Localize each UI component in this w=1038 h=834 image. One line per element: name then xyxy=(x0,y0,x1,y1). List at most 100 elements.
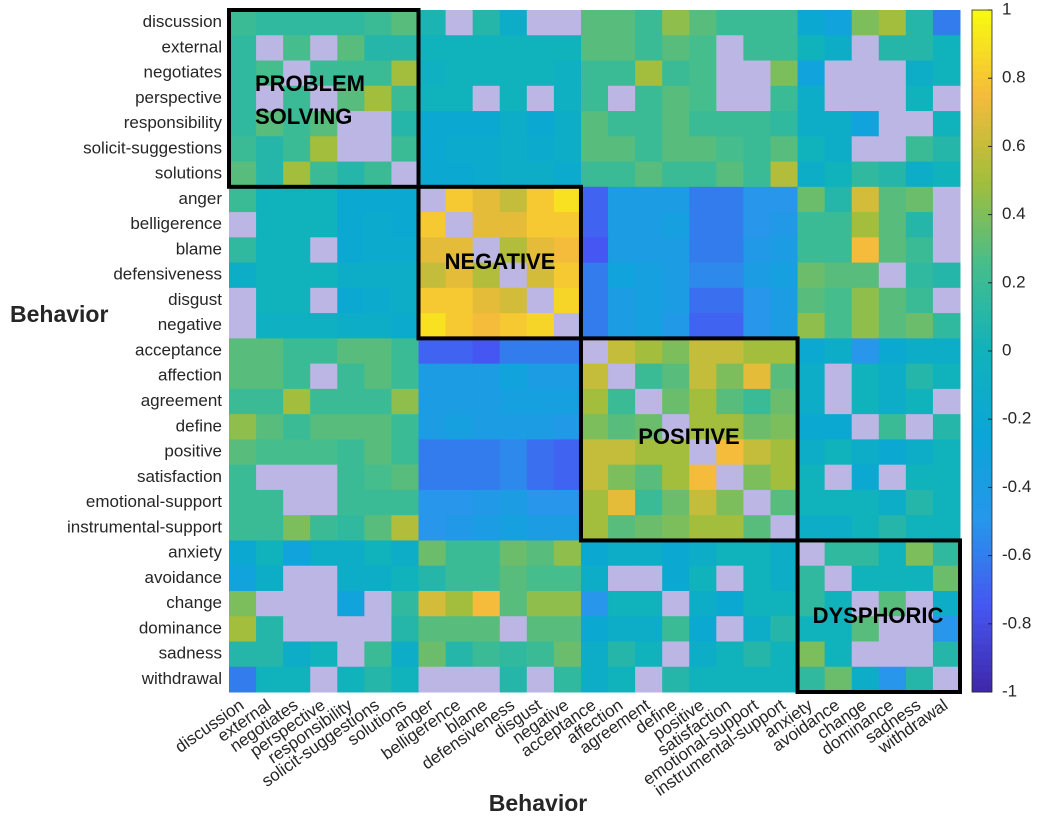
cell xyxy=(256,85,284,112)
cell xyxy=(824,60,853,87)
colorbar-segment xyxy=(972,50,992,59)
cell xyxy=(797,262,826,289)
cell xyxy=(905,363,934,390)
cell xyxy=(797,414,826,440)
cell xyxy=(310,565,338,592)
cell xyxy=(229,515,257,541)
cell xyxy=(229,161,257,188)
cell xyxy=(743,60,771,87)
cell xyxy=(662,489,690,516)
colorbar-segment xyxy=(972,685,992,693)
cell xyxy=(472,85,501,112)
cell xyxy=(932,439,961,466)
cell xyxy=(580,515,609,541)
cell xyxy=(553,85,582,112)
cell xyxy=(283,60,311,87)
cell xyxy=(553,262,582,289)
cell xyxy=(797,590,826,617)
cell xyxy=(337,212,365,238)
y-tick-label: discussion xyxy=(143,12,222,31)
cell xyxy=(283,464,311,491)
cell xyxy=(472,212,501,238)
cell xyxy=(689,540,717,567)
cell xyxy=(526,666,555,693)
cell xyxy=(229,338,257,365)
cell xyxy=(283,439,311,466)
cell xyxy=(905,85,934,112)
cell xyxy=(526,262,555,289)
cell xyxy=(526,35,555,62)
colorbar-segment xyxy=(972,160,992,168)
cell xyxy=(310,515,338,541)
cell xyxy=(824,489,853,516)
cell xyxy=(310,489,338,516)
colorbar-segment xyxy=(972,480,992,488)
cell xyxy=(932,85,961,112)
cell xyxy=(526,616,555,642)
cell xyxy=(770,262,799,289)
block-box xyxy=(578,336,800,543)
cell xyxy=(283,540,311,567)
cell xyxy=(662,287,690,314)
cell xyxy=(499,565,528,592)
cell xyxy=(662,641,690,668)
cell xyxy=(878,616,907,642)
cell xyxy=(635,641,663,668)
colorbar-segment xyxy=(972,337,992,345)
cell xyxy=(229,489,257,516)
colorbar-tick-label: 0.2 xyxy=(1002,272,1026,291)
cell xyxy=(418,439,447,466)
cell xyxy=(932,388,961,415)
cell xyxy=(229,35,257,62)
cell xyxy=(932,464,961,491)
cell xyxy=(878,515,907,541)
cell xyxy=(878,237,907,264)
cell xyxy=(499,439,528,466)
cell xyxy=(878,60,907,87)
cell xyxy=(499,414,528,440)
cell xyxy=(445,60,474,87)
y-tick-label: defensiveness xyxy=(113,265,222,284)
cell xyxy=(770,212,799,238)
cell xyxy=(770,464,799,491)
cell xyxy=(716,666,744,693)
colorbar-segment xyxy=(972,289,992,297)
cell xyxy=(337,641,365,668)
cell xyxy=(472,136,501,163)
cell xyxy=(635,237,663,264)
cell xyxy=(418,338,447,365)
colorbar-segment xyxy=(972,616,992,625)
colorbar-segment xyxy=(972,323,992,332)
cell xyxy=(662,186,690,213)
cell xyxy=(256,136,284,163)
cell xyxy=(499,136,528,163)
cell xyxy=(851,212,880,238)
cell xyxy=(797,641,826,668)
cell xyxy=(662,111,690,137)
cell xyxy=(770,515,799,541)
cell xyxy=(878,590,907,617)
cell xyxy=(283,212,311,238)
cell xyxy=(905,35,934,62)
cell xyxy=(310,161,338,188)
cell xyxy=(797,85,826,112)
cell xyxy=(445,111,474,137)
cell xyxy=(743,10,771,36)
cell xyxy=(580,186,609,213)
y-tick-label: emotional-support xyxy=(86,492,222,511)
cell xyxy=(932,666,961,693)
cell xyxy=(418,60,447,87)
cell xyxy=(229,262,257,289)
cell xyxy=(635,540,663,567)
cell xyxy=(580,388,609,415)
cell xyxy=(418,85,447,112)
cell xyxy=(310,363,338,390)
cell xyxy=(364,237,392,264)
cell xyxy=(851,111,880,137)
cell xyxy=(662,237,690,264)
y-tick-label: change xyxy=(166,593,222,612)
cell xyxy=(499,262,528,289)
cell xyxy=(283,515,311,541)
cell xyxy=(337,136,365,163)
cell xyxy=(716,464,744,491)
